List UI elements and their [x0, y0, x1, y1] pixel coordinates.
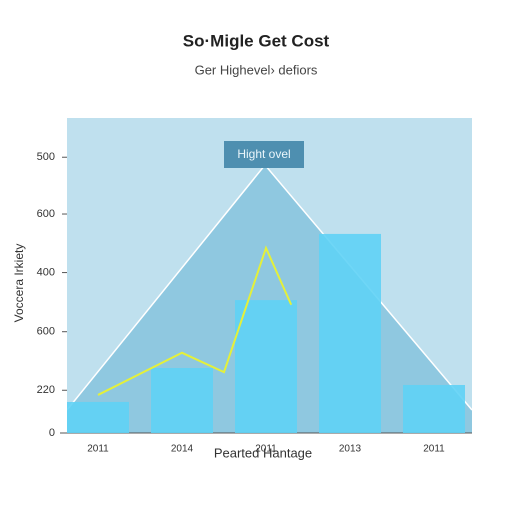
bar	[67, 401, 129, 433]
chart-title: So·Migle Get Cost	[183, 31, 330, 50]
bar	[403, 384, 465, 433]
x-tick-label: 2011	[255, 444, 277, 455]
bar	[235, 300, 297, 433]
x-tick-label: 2011	[87, 444, 109, 455]
y-tick-label: 600	[37, 208, 55, 220]
y-tick-label: 220	[37, 384, 55, 396]
y-tick-label: 500	[37, 151, 55, 163]
x-tick-label: 2014	[171, 444, 194, 455]
y-tick-label: 400	[37, 266, 55, 278]
subtitle: Ger Highevel› defiors	[195, 62, 318, 77]
x-axis-label: Pearted Hantage	[214, 445, 312, 460]
bar	[151, 368, 213, 433]
line-series	[97, 245, 293, 396]
x-tick-label: 2011	[423, 444, 445, 455]
x-tick-label: 2013	[339, 444, 362, 455]
y-tick-label: 600	[37, 326, 55, 338]
bar	[319, 233, 381, 433]
y-tick-label: 0	[49, 427, 55, 439]
y-axis-label: Voccera Irkiety	[12, 244, 26, 323]
annotation: Hight ovel	[237, 147, 290, 161]
annotation-box	[224, 141, 304, 168]
